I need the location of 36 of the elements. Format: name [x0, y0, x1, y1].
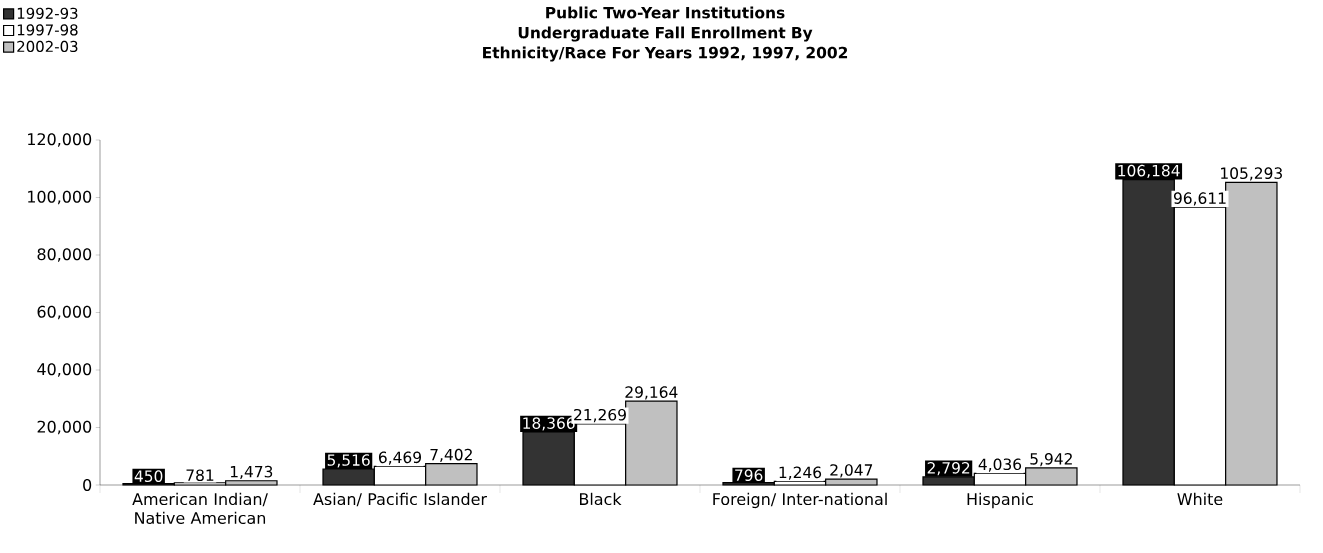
data-label: 21,269 [574, 408, 626, 423]
y-tick-label: 60,000 [37, 305, 92, 320]
x-tick-label: Hispanic [967, 492, 1033, 509]
data-label: 5,942 [1030, 452, 1072, 467]
x-tick-label: Black [579, 492, 622, 506]
x-tick-label: White [1177, 492, 1223, 506]
data-label: 96,611 [1173, 192, 1226, 206]
data-label: 106,184 [1118, 164, 1180, 179]
legend-label: 1997-98 [17, 24, 78, 36]
x-tick-label: American Indian/ Native American [132, 492, 268, 525]
data-label: 18,366 [523, 417, 575, 431]
data-label: 2,047 [830, 464, 873, 478]
data-label: 450 [134, 470, 163, 483]
y-tick-label: 0 [83, 478, 92, 492]
y-tick-label: 120,000 [28, 133, 92, 147]
data-label: 781 [186, 469, 214, 482]
data-label: 796 [735, 469, 763, 482]
x-tick-label: Foreign/ Inter-national [713, 492, 887, 509]
y-tick-label: 100,000 [28, 190, 92, 205]
legend-label: 1992-93 [17, 7, 78, 19]
y-tick-label: 20,000 [37, 420, 92, 435]
data-label: 6,469 [378, 451, 421, 465]
data-label: 29,164 [625, 386, 678, 400]
y-tick-label: 40,000 [37, 363, 92, 377]
data-label: 7,402 [430, 448, 472, 463]
data-label: 1,473 [230, 465, 273, 480]
data-label: 5,516 [327, 454, 370, 468]
data-label: 105,293 [1221, 167, 1282, 181]
x-tick-label: Asian/ Pacific Islander [313, 492, 487, 507]
data-label: 1,246 [779, 466, 822, 480]
y-tick-label: 80,000 [37, 248, 92, 262]
chart-title: Public Two-Year Institutions [546, 6, 785, 19]
data-label: 2,792 [927, 462, 970, 476]
legend-label: 2002-03 [17, 40, 78, 53]
data-label: 4,036 [978, 458, 1022, 472]
chart-subtitle: Undergraduate Fall Enrollment By Ethnicity/Race For Years 1992, 1997, 2002 [483, 26, 848, 62]
